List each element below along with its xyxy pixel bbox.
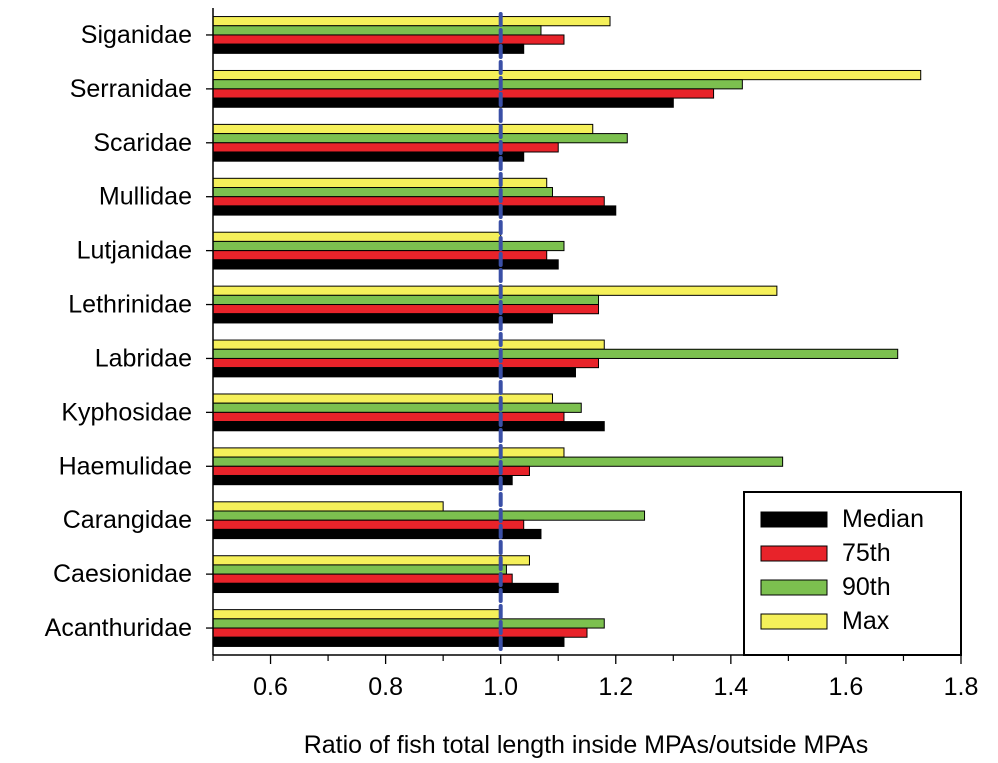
y-tick-label-scaridae: Scaridae (93, 129, 192, 157)
x-tick-labels: 0.6 0.8 1.0 1.2 1.4 1.6 1.8 (253, 673, 978, 701)
legend-swatch-90th (760, 579, 828, 596)
bar-haemulidae-90th (212, 456, 784, 467)
bar-lutjanidae-75th (212, 250, 548, 261)
bar-acanthuridae-75th (212, 627, 588, 638)
legend: Median 75th 90th Max (743, 491, 962, 656)
y-tick-label-lutjanidae: Lutjanidae (77, 237, 192, 265)
legend-label-median: Median (842, 505, 924, 533)
bar-acanthuridae-90th (212, 618, 605, 629)
x-tick-label: 0.6 (253, 673, 288, 701)
bar-lethrinidae-max (212, 285, 778, 296)
bar-mullidae-75th (212, 196, 605, 207)
y-tick-label-lethrinidae: Lethrinidae (68, 291, 192, 319)
bar-haemulidae-75th (212, 465, 530, 476)
legend-swatch-75th (760, 545, 828, 562)
bar-haemulidae-median (212, 474, 513, 486)
bar-siganidae-75th (212, 34, 565, 45)
bar-serranidae-max (212, 69, 922, 81)
bar-scaridae-75th (212, 142, 559, 153)
bar-mullidae-median (212, 205, 617, 216)
bar-labridae-75th (212, 357, 600, 369)
x-axis-label: Ratio of fish total length inside MPAs/o… (304, 731, 869, 759)
x-tick-label: 1.0 (483, 673, 518, 701)
y-tick-label-labridae: Labridae (95, 344, 192, 372)
y-tick-label-acanthuridae: Acanthuridae (45, 614, 192, 642)
bar-carangidae-75th (212, 519, 525, 530)
bar-siganidae-max (212, 16, 611, 27)
bar-lutjanidae-median (212, 259, 559, 270)
y-tick-label-siganidae: Siganidae (81, 21, 192, 49)
y-tick-label-carangidae: Carangidae (63, 506, 192, 534)
x-tick-label: 0.8 (368, 673, 403, 701)
bar-serranidae-90th (212, 79, 743, 90)
y-tick-label-mullidae: Mullidae (99, 183, 192, 211)
x-tick-label: 1.4 (713, 673, 748, 701)
bar-caesionidae-90th (212, 564, 507, 575)
bar-carangidae-max (212, 501, 444, 512)
bar-serranidae-75th (212, 88, 715, 99)
bar-kyphosidae-median (212, 421, 605, 432)
legend-label-90th: 90th (842, 573, 891, 601)
bar-lutjanidae-90th (212, 240, 565, 252)
legend-swatch-max (760, 613, 828, 630)
bar-labridae-max (212, 339, 605, 350)
bar-mullidae-max (212, 177, 548, 189)
bar-scaridae-90th (212, 133, 628, 144)
bar-siganidae-median (212, 43, 525, 54)
bar-kyphosidae-90th (212, 402, 582, 413)
bar-labridae-90th (212, 348, 899, 359)
bar-lethrinidae-75th (212, 304, 600, 315)
bar-scaridae-median (212, 151, 525, 162)
bar-labridae-median (212, 367, 576, 378)
x-tick-label: 1.2 (598, 673, 633, 701)
legend-label-max: Max (842, 607, 890, 635)
x-tick-label: 1.8 (944, 673, 979, 701)
bar-scaridae-max (212, 123, 594, 135)
bar-kyphosidae-75th (212, 411, 565, 423)
bar-acanthuridae-median (212, 636, 565, 647)
y-tick-label-haemulidae: Haemulidae (59, 452, 192, 480)
bar-carangidae-90th (212, 510, 646, 521)
y-tick-label-serranidae: Serranidae (70, 75, 192, 103)
bar-siganidae-90th (212, 25, 542, 36)
y-tick-labels: Siganidae Serranidae Scaridae Mullidae Lutja… (45, 21, 192, 642)
bar-acanthuridae-max (212, 609, 502, 620)
legend-swatch-median (760, 511, 828, 528)
bar-haemulidae-max (212, 447, 565, 458)
bar-caesionidae-max (212, 555, 530, 566)
y-tick-label-kyphosidae: Kyphosidae (61, 398, 192, 426)
bar-lethrinidae-90th (212, 294, 600, 306)
bar-serranidae-median (212, 97, 674, 108)
y-tick-label-caesionidae: Caesionidae (53, 560, 192, 588)
x-tick-label: 1.6 (829, 673, 864, 701)
bar-caesionidae-median (212, 582, 559, 594)
bars-group (212, 16, 922, 647)
bar-caesionidae-75th (212, 573, 513, 584)
bar-lutjanidae-max (212, 231, 502, 242)
legend-label-75th: 75th (842, 539, 891, 567)
bar-carangidae-median (212, 528, 542, 540)
